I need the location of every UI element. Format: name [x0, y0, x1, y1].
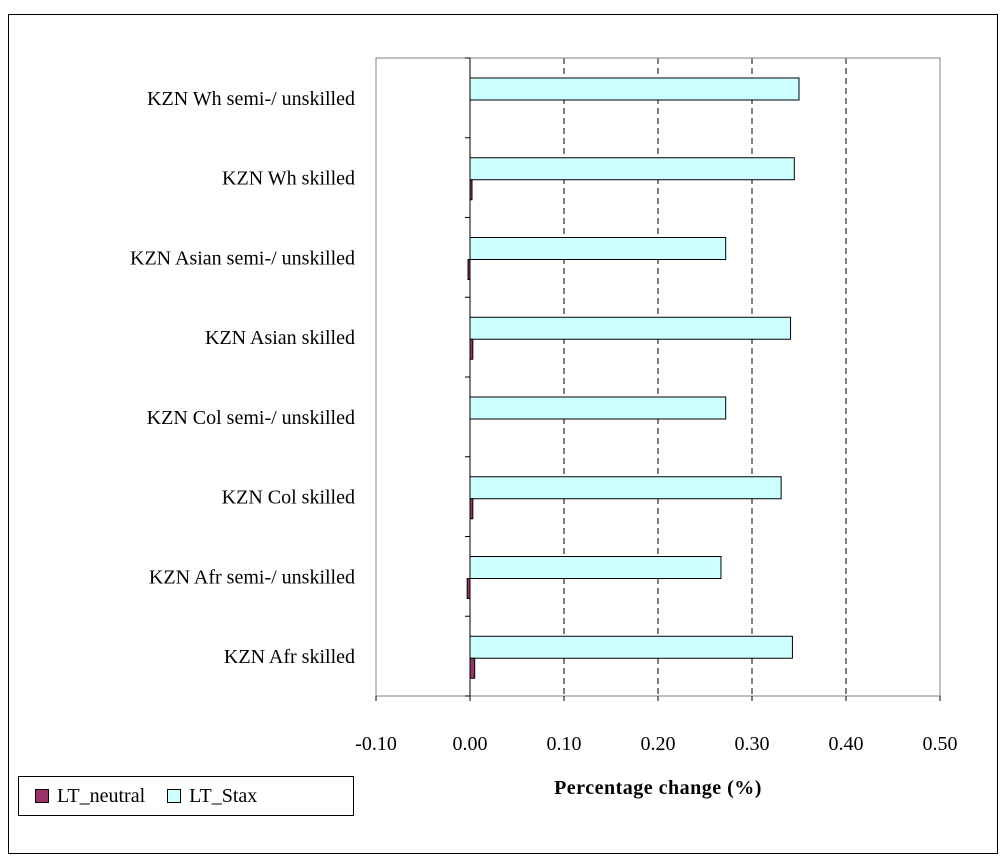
bar-lt-neutral	[469, 657, 476, 679]
bars	[466, 77, 800, 679]
bar-lt-stax	[469, 77, 800, 101]
legend-swatch-lt-neutral	[35, 789, 49, 803]
legend-swatch-lt-stax	[167, 789, 182, 803]
category-label: KZN Wh skilled	[222, 168, 355, 190]
category-label: KZN Col semi-/ unskilled	[147, 407, 355, 429]
x-tick-label: 0.10	[547, 733, 582, 755]
x-tick-label: 0.00	[453, 733, 488, 755]
legend: LT_neutral LT_Stax	[18, 776, 354, 816]
category-label: KZN Afr semi-/ unskilled	[149, 566, 355, 588]
bar-lt-stax	[469, 396, 727, 420]
category-label: KZN Asian skilled	[205, 327, 355, 349]
zero-axis	[375, 57, 941, 701]
bar-lt-stax	[469, 635, 793, 659]
bar-lt-stax	[469, 556, 722, 579]
category-label: KZN Wh semi-/ unskilled	[147, 88, 355, 110]
category-label: KZN Asian semi-/ unskilled	[130, 247, 355, 269]
x-tick-label: -0.10	[355, 733, 397, 755]
x-tick-label: 0.30	[735, 733, 770, 755]
legend-label-lt-neutral: LT_neutral	[57, 784, 146, 807]
bar-lt-stax	[469, 157, 795, 181]
category-label: KZN Afr skilled	[224, 646, 355, 668]
tick-labels: -0.10 0.00 0.10 0.20 0.30 0.40 0.50	[355, 733, 957, 755]
category-labels: KZN Wh semi-/ unskilled KZN Wh skilled KZN…	[130, 88, 355, 668]
legend-label-lt-stax: LT_Stax	[189, 784, 258, 807]
bar-lt-stax	[469, 237, 727, 260]
x-tick-label: 0.20	[641, 733, 676, 755]
legend-item-lt-stax: LT_Stax	[167, 785, 257, 808]
legend-item-lt-neutral: LT_neutral	[35, 785, 145, 808]
bar-lt-stax	[469, 316, 792, 340]
x-tick-label: 0.40	[829, 733, 864, 755]
chart-frame	[8, 14, 998, 854]
gridlines	[563, 58, 847, 696]
category-label: KZN Col skilled	[222, 487, 355, 509]
x-axis-title: Percentage change (%)	[554, 777, 762, 799]
bar-lt-stax	[469, 476, 782, 500]
x-tick-label: 0.50	[923, 733, 958, 755]
